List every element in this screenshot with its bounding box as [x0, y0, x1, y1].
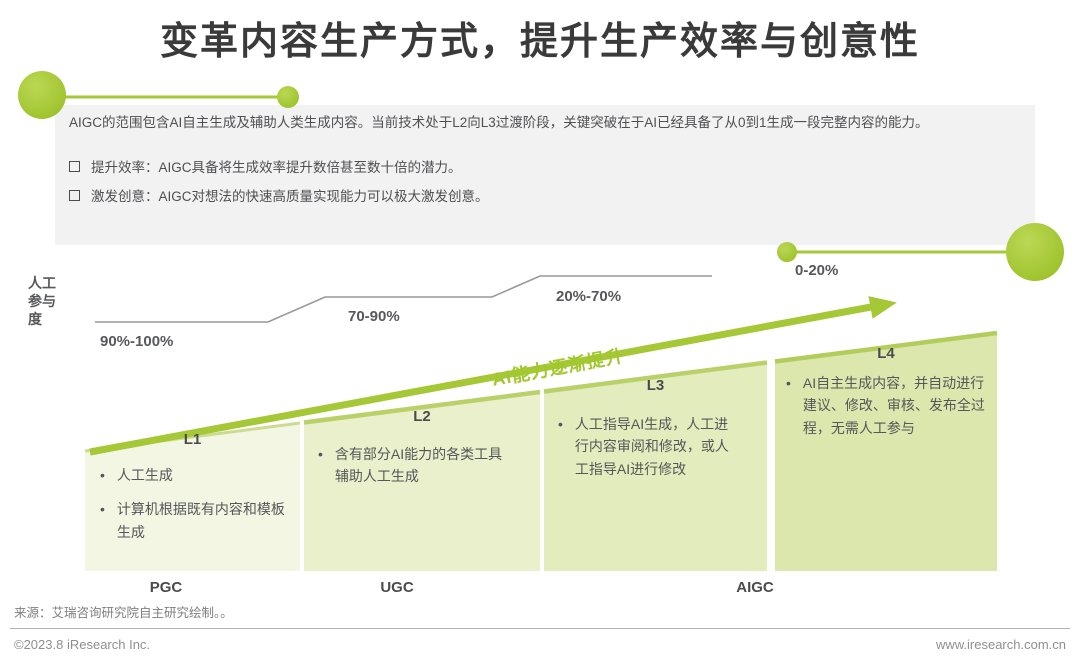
level-l3-bullets: • 人工指导AI生成，人工进行内容审阅和修改，或人工指导AI进行修改 — [558, 413, 740, 480]
level-bullet-text: 人工指导AI生成，人工进行内容审阅和修改，或人工指导AI进行修改 — [574, 416, 729, 477]
dot-bullet-icon: • — [100, 501, 105, 518]
copyright-text: ©2023.8 iResearch Inc. — [14, 637, 151, 652]
level-l3-title: L3 — [646, 377, 665, 394]
level-bullet-text: 含有部分AI能力的各类工具辅助人工生成 — [334, 446, 503, 485]
summary-bullet-text: 提升效率：AIGC具备将生成效率提升数倍甚至数十倍的潜力。 — [91, 160, 462, 176]
level-bullet: • AI自主生成内容，并自动进行建议、修改、审核、发布全过程，无需人工参与 — [786, 372, 995, 439]
level-bullet-text: AI自主生成内容，并自动进行建议、修改、审核、发布全过程，无需人工参与 — [802, 375, 985, 436]
level-l1-bullets: • 人工生成 • 计算机根据既有内容和模板生成 — [100, 464, 287, 543]
summary-bullet: 激发创意：AIGC对想法的快速高质量实现能力可以极大激发创意。 — [69, 185, 1021, 205]
summary-intro: AIGC的范围包含AI自主生成及辅助人类生成内容。当前技术处于L2向L3过渡阶段… — [69, 115, 929, 130]
level-l4-title: L4 — [877, 345, 895, 362]
square-bullet-icon — [69, 160, 80, 172]
participation-step-label: 0-20% — [795, 262, 839, 279]
summary-bullet-list: 提升效率：AIGC具备将生成效率提升数倍甚至数十倍的潜力。 激发创意：AIGC对… — [69, 156, 1021, 205]
level-bullet: • 含有部分AI能力的各类工具辅助人工生成 — [318, 443, 515, 488]
level-l4-panel — [775, 333, 997, 571]
level-bullet: • 人工生成 — [100, 464, 287, 486]
category-label-aigc: AIGC — [736, 579, 774, 596]
category-label-pgc: PGC — [149, 579, 183, 596]
dot-bullet-icon: • — [100, 467, 105, 483]
level-bullet-text: 计算机根据既有内容和模板生成 — [116, 501, 285, 540]
axis-label-human-participation: 人工参与度 — [28, 275, 56, 328]
summary-box: AIGC的范围包含AI自主生成及辅助人类生成内容。当前技术处于L2向L3过渡阶段… — [55, 105, 1035, 245]
dot-bullet-icon: • — [318, 446, 323, 462]
dot-bullet-icon: • — [786, 375, 791, 391]
participation-step-label: 90%-100% — [100, 333, 174, 350]
summary-bullet-text: 激发创意：AIGC对想法的快速高质量实现能力可以极大激发创意。 — [91, 189, 489, 205]
level-l1-title: L1 — [183, 431, 202, 448]
participation-step-label: 70-90% — [348, 308, 400, 325]
level-bullet: • 人工指导AI生成，人工进行内容审阅和修改，或人工指导AI进行修改 — [558, 413, 740, 480]
participation-step-label: 20%-70% — [556, 288, 622, 305]
level-l4-bullets: • AI自主生成内容，并自动进行建议、修改、审核、发布全过程，无需人工参与 — [786, 372, 995, 439]
ai-capability-arrow-head — [868, 296, 897, 319]
deco-circle-small-right — [777, 242, 797, 262]
level-bullet: • 计算机根据既有内容和模板生成 — [100, 498, 287, 543]
category-label-ugc: UGC — [380, 579, 414, 596]
summary-bullet: 提升效率：AIGC具备将生成效率提升数倍甚至数十倍的潜力。 — [69, 156, 1021, 176]
square-bullet-icon — [69, 189, 80, 201]
dot-bullet-icon: • — [558, 416, 563, 432]
website-text: www.iresearch.com.cn — [935, 637, 1066, 652]
source-note: 来源：艾瑞咨询研究院自主研究绘制。。 — [14, 606, 233, 620]
footer-divider — [10, 628, 1070, 629]
level-bullet-text: 人工生成 — [116, 467, 173, 483]
level-l2-title: L2 — [413, 408, 431, 425]
level-l2-bullets: • 含有部分AI能力的各类工具辅助人工生成 — [318, 443, 515, 488]
page-title: 变革内容生产方式，提升生产效率与创意性 — [159, 21, 920, 63]
